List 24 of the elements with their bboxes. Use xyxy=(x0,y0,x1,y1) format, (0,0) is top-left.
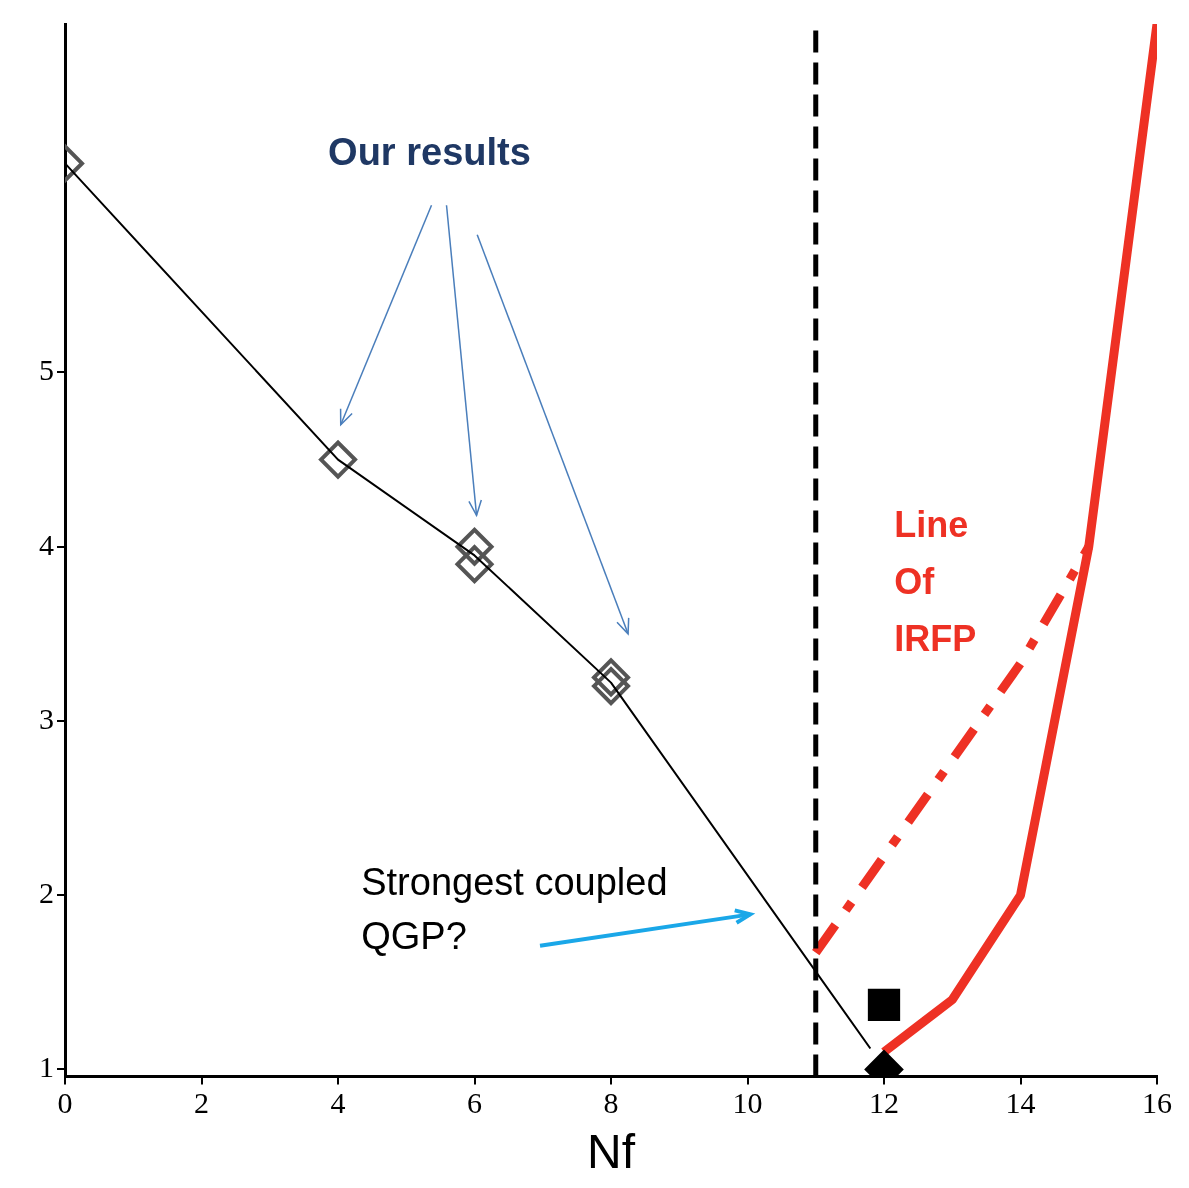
point xyxy=(867,988,901,1022)
x-tick-label: 2 xyxy=(194,1086,209,1120)
point xyxy=(455,545,494,584)
y-tick-label: 5 xyxy=(39,353,54,387)
point xyxy=(319,440,357,479)
y-tick-label: 4 xyxy=(39,527,54,561)
y-tick-label: 1 xyxy=(39,1050,54,1084)
y-tick-label: 2 xyxy=(39,876,54,910)
x-tick-label: 16 xyxy=(1142,1086,1172,1120)
x-axis-title: Nf xyxy=(587,1125,636,1179)
x-tick-label: 14 xyxy=(1005,1086,1036,1120)
x-tick-label: 8 xyxy=(603,1086,619,1120)
x-tick-label: 6 xyxy=(467,1086,482,1120)
y-tick-label: 3 xyxy=(39,701,54,735)
annotation: Line Of IRFP xyxy=(894,504,977,660)
point xyxy=(455,527,494,566)
annotation: Strongest coupled QGP? xyxy=(361,861,668,958)
x-tick-label: 12 xyxy=(869,1086,899,1120)
x-tick-label: 10 xyxy=(732,1086,763,1120)
x-tick-label: 4 xyxy=(330,1086,346,1120)
annotation: Our results xyxy=(328,131,531,174)
x-tick-label: 0 xyxy=(57,1086,73,1120)
point xyxy=(592,667,630,706)
point xyxy=(592,658,630,697)
